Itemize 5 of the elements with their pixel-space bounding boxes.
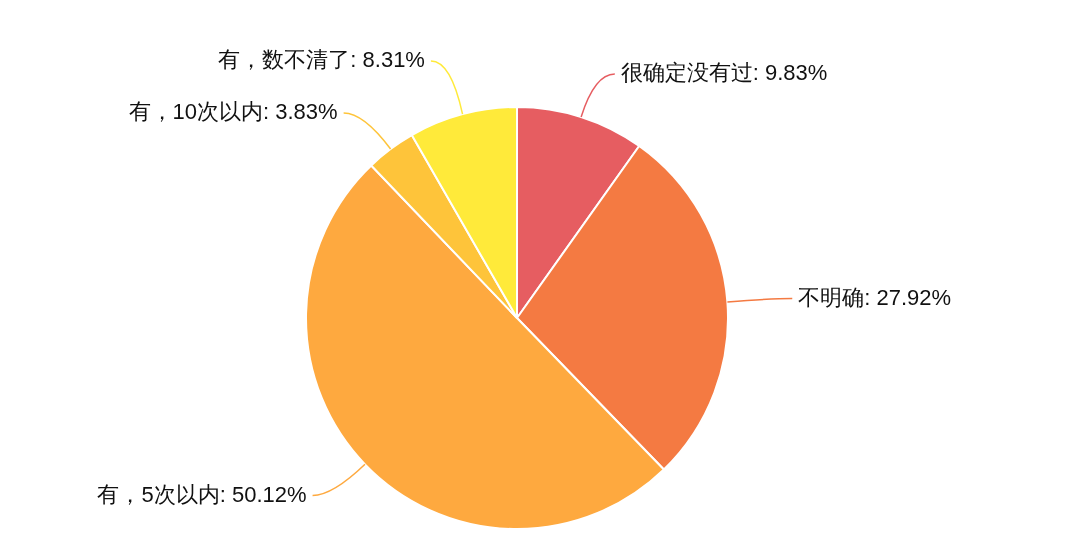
slice-label: 很确定没有过: 9.83% <box>620 60 828 86</box>
slice-label: 有，5次以内: 50.12% <box>97 481 307 507</box>
slice-label: 不明确: 27.92% <box>798 284 952 310</box>
slice-label: 有，10次以内: 3.83% <box>128 99 338 125</box>
slice-label: 有，数不清了: 8.31% <box>218 47 425 73</box>
